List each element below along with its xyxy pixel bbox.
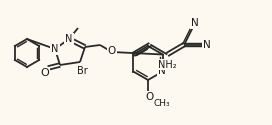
Text: NH₂: NH₂ [158,60,177,70]
Text: Br: Br [77,66,87,76]
Text: N: N [51,44,59,54]
Text: CH₃: CH₃ [154,100,171,108]
Text: N: N [191,18,199,28]
Text: N: N [158,66,166,76]
Text: N: N [65,34,73,44]
Text: N: N [203,40,211,50]
Text: O: O [41,68,50,78]
Text: O: O [145,92,153,102]
Text: O: O [108,46,116,56]
